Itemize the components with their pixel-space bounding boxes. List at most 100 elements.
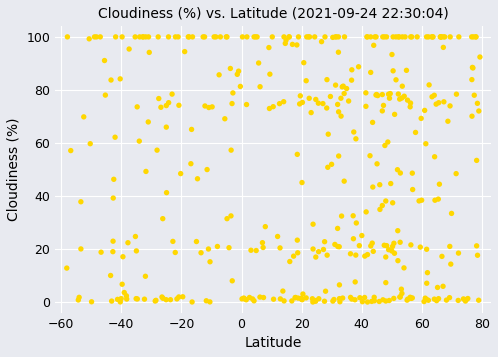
Point (120, 290, 128, 295)
Point (151, 298, 159, 304)
Point (227, 213, 235, 219)
Point (336, 296, 344, 302)
Point (439, 45, 447, 50)
Point (109, 249, 117, 255)
Point (415, 198, 423, 204)
Point (118, 281, 126, 287)
Point (174, 34, 182, 40)
Point (266, 71, 274, 77)
Point (140, 296, 148, 302)
Point (468, 77, 476, 82)
Point (442, 297, 450, 303)
Point (394, 258, 402, 263)
Point (280, 298, 288, 304)
Point (293, 151, 301, 157)
Point (337, 95, 345, 101)
Point (394, 34, 402, 40)
Point (439, 34, 447, 40)
Point (476, 54, 484, 60)
Point (475, 297, 483, 303)
Point (273, 233, 281, 239)
Point (192, 239, 200, 245)
Point (256, 294, 264, 300)
Point (380, 34, 388, 40)
Point (468, 34, 476, 40)
Point (197, 250, 205, 256)
Point (348, 77, 356, 83)
Point (228, 278, 236, 284)
Point (315, 249, 323, 255)
Point (296, 93, 304, 99)
Point (202, 298, 210, 303)
Point (381, 143, 389, 149)
Point (188, 126, 196, 132)
Point (428, 94, 436, 100)
Point (398, 83, 406, 89)
Point (77, 199, 85, 205)
Point (422, 297, 430, 302)
Point (417, 116, 425, 121)
Point (63, 34, 71, 40)
Point (455, 250, 463, 256)
Point (294, 34, 302, 40)
Point (251, 34, 259, 40)
Point (171, 250, 179, 255)
Point (189, 34, 197, 40)
Point (309, 221, 317, 227)
Point (390, 296, 398, 301)
Point (387, 181, 395, 186)
Point (158, 294, 166, 300)
Point (201, 34, 209, 40)
Point (379, 102, 387, 108)
Point (396, 96, 404, 102)
Point (239, 34, 247, 40)
Point (454, 297, 462, 303)
Point (401, 34, 409, 40)
Point (341, 34, 349, 40)
Point (102, 92, 110, 98)
Point (305, 95, 313, 101)
Point (332, 82, 340, 88)
Point (258, 240, 266, 246)
Point (359, 299, 367, 305)
Point (400, 265, 408, 271)
Point (345, 98, 353, 104)
Point (291, 295, 299, 301)
Point (407, 296, 415, 301)
Point (155, 96, 163, 101)
Point (259, 245, 267, 250)
Point (323, 252, 331, 258)
Point (367, 243, 375, 249)
Point (169, 238, 177, 244)
Point (362, 90, 370, 96)
Point (352, 220, 360, 226)
Point (368, 298, 375, 304)
Point (420, 299, 428, 305)
Point (80, 114, 88, 120)
Point (437, 34, 445, 40)
Point (423, 270, 431, 276)
Point (421, 295, 429, 301)
Point (107, 77, 115, 83)
Point (347, 295, 355, 300)
Point (440, 99, 448, 105)
Point (364, 299, 372, 305)
Point (227, 147, 235, 153)
Point (254, 60, 262, 66)
Point (131, 34, 139, 40)
Point (315, 296, 323, 302)
Point (117, 299, 124, 305)
Point (388, 248, 396, 254)
Point (424, 297, 432, 303)
Point (221, 116, 229, 122)
Point (298, 297, 306, 302)
Point (250, 34, 258, 40)
Point (392, 77, 400, 83)
Point (112, 34, 120, 40)
Point (389, 34, 397, 40)
Point (382, 280, 390, 286)
Point (247, 247, 255, 253)
Point (367, 70, 374, 75)
Point (435, 181, 443, 187)
Point (93, 34, 101, 40)
